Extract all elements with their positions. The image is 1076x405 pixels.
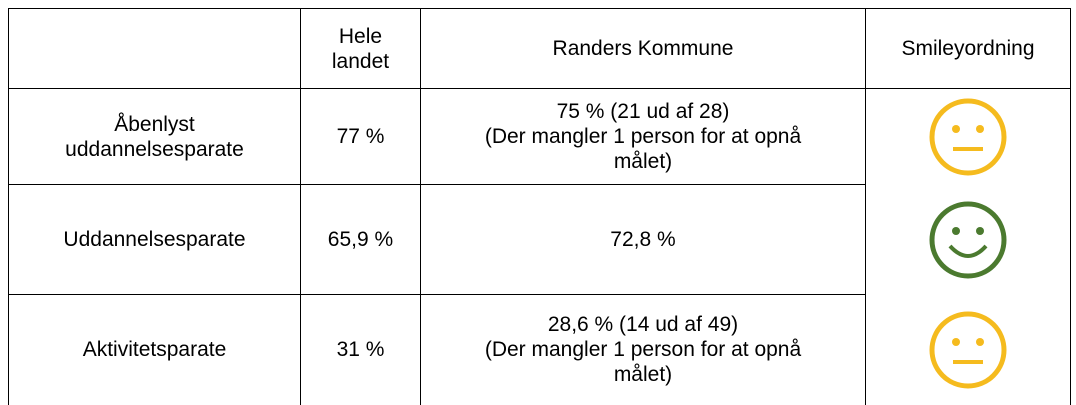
header-cell [8,8,301,89]
cell: 75 % (21 ud af 28) (Der mangler 1 person… [420,88,866,185]
results-table: Hele landet Randers Kommune Smileyordnin… [8,8,1071,405]
row: Uddannelsesparate 65,9 % 72,8 % [8,184,1071,295]
cell: 28,6 % (14 ud af 49) (Der mangler 1 pers… [420,294,866,405]
neutral-smiley [929,98,1007,176]
cell: 31 % [300,294,421,405]
smiley-cell [865,294,1071,405]
smiley-cell [865,184,1071,295]
cell: 65,9 % [300,184,421,295]
header-cell: Smileyordning [865,8,1071,89]
cell: Åbenlyst uddannelsesparate [8,88,301,185]
cell: 77 % [300,88,421,185]
row: Åbenlyst uddannelsesparate 77 % 75 % (21… [8,88,1071,185]
cell: 72,8 % [420,184,866,295]
neutral-smiley [929,311,1007,388]
happy-smiley [929,201,1007,278]
header-cell: Hele landet [300,8,421,89]
cell: Aktivitetsparate [8,294,301,405]
header-row: Hele landet Randers Kommune Smileyordnin… [8,8,1071,89]
smiley-cell [865,88,1071,185]
row: Aktivitetsparate 31 % 28,6 % (14 ud af 4… [8,294,1071,405]
header-cell: Randers Kommune [420,8,866,89]
cell: Uddannelsesparate [8,184,301,295]
